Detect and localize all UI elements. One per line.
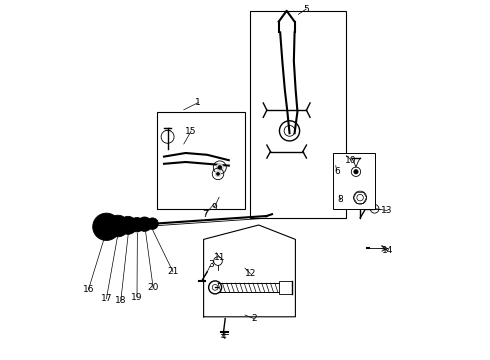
Text: 20: 20: [147, 284, 159, 292]
Text: 1: 1: [196, 98, 201, 107]
Circle shape: [354, 170, 358, 174]
Circle shape: [218, 166, 221, 169]
Text: 14: 14: [382, 246, 393, 255]
Circle shape: [216, 164, 223, 171]
Text: 6: 6: [334, 166, 340, 175]
Circle shape: [137, 217, 152, 231]
Circle shape: [215, 171, 221, 177]
Circle shape: [133, 221, 141, 228]
Bar: [279, 281, 292, 294]
Bar: [333, 153, 374, 209]
Text: 19: 19: [131, 292, 143, 302]
Text: 7: 7: [202, 210, 208, 219]
Text: 5: 5: [303, 4, 309, 13]
Text: 8: 8: [338, 195, 343, 204]
Circle shape: [107, 215, 129, 237]
Circle shape: [99, 220, 114, 234]
Text: 21: 21: [167, 267, 179, 276]
Text: 17: 17: [100, 294, 112, 303]
Text: 9: 9: [212, 202, 217, 211]
Text: 2: 2: [251, 314, 257, 323]
Circle shape: [217, 172, 220, 175]
Bar: [157, 112, 245, 209]
Circle shape: [147, 218, 158, 229]
Text: 11: 11: [214, 253, 225, 262]
Text: 15: 15: [185, 127, 197, 136]
Circle shape: [113, 221, 123, 231]
Text: 18: 18: [115, 296, 126, 305]
Text: 16: 16: [83, 285, 94, 294]
Text: 3: 3: [208, 260, 214, 269]
Bar: [250, 11, 346, 218]
Text: 10: 10: [345, 156, 357, 165]
Text: 12: 12: [245, 269, 256, 278]
Circle shape: [123, 221, 132, 230]
Circle shape: [130, 217, 144, 232]
Text: 4: 4: [220, 332, 226, 341]
Circle shape: [141, 221, 148, 228]
Circle shape: [93, 213, 120, 240]
Polygon shape: [204, 225, 295, 317]
Text: 13: 13: [381, 206, 393, 215]
Circle shape: [149, 221, 155, 226]
Circle shape: [119, 216, 137, 234]
